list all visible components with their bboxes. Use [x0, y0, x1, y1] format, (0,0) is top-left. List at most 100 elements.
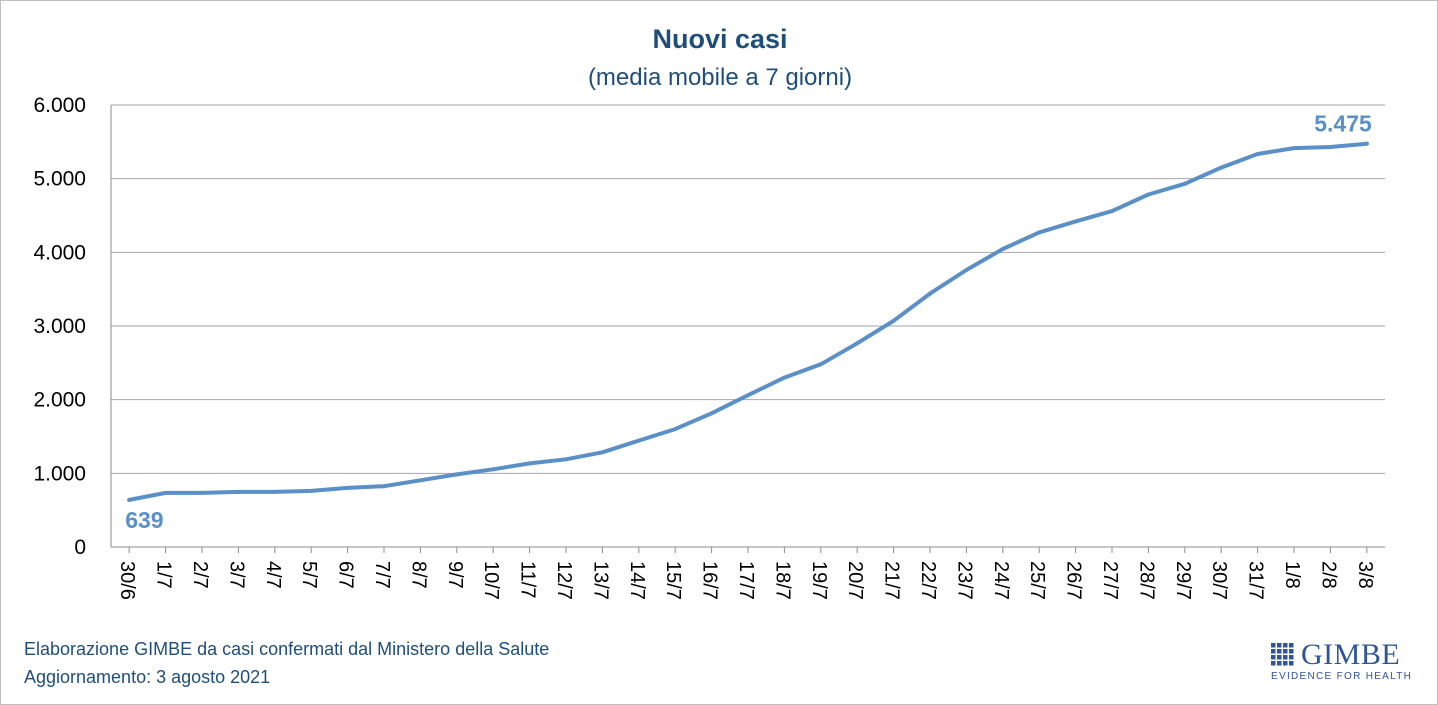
data-point: [1000, 247, 1005, 252]
x-tick-label: 27/7: [1099, 561, 1121, 600]
logo-grid-icon: [1271, 643, 1294, 666]
data-point: [345, 485, 350, 490]
data-point: [382, 484, 386, 489]
logo-grid-cell: [1283, 649, 1288, 654]
y-tick-label: 6.000: [33, 94, 86, 117]
x-tick-label: 31/7: [1245, 561, 1267, 600]
data-point: [564, 457, 568, 462]
x-tick-label: 24/7: [990, 561, 1012, 600]
logo-grid-cell: [1277, 643, 1282, 648]
data-point: [1292, 146, 1296, 151]
x-tick-label: 22/7: [917, 561, 939, 600]
x-tick-label: 9/7: [444, 561, 466, 589]
x-tick-label: 14/7: [626, 561, 648, 600]
series: [127, 141, 1369, 502]
annotations: 639 5.475: [125, 111, 1372, 533]
y-tick-label: 4.000: [33, 241, 86, 264]
x-tick-label: 28/7: [1135, 561, 1157, 600]
x-tick-label: 16/7: [699, 561, 721, 600]
x-tick-label: 29/7: [1172, 561, 1194, 600]
data-point: [418, 478, 423, 483]
x-tick-label: 18/7: [771, 561, 793, 600]
x-tick-label: 1/7: [153, 561, 175, 589]
data-point: [1255, 151, 1260, 156]
data-point: [709, 411, 714, 416]
data-point: [964, 268, 969, 273]
y-tick-label: 1.000: [33, 462, 86, 485]
logo-grid-cell: [1271, 649, 1276, 654]
footer-source: Elaborazione GIMBE da casi confermati da…: [24, 639, 550, 659]
data-point: [163, 490, 168, 495]
y-tick-label: 0: [74, 536, 86, 559]
x-tick-label: 3/7: [225, 561, 247, 589]
data-point: [236, 489, 241, 494]
x-tick-label: 8/7: [407, 561, 429, 589]
x-tick-label: 15/7: [662, 561, 684, 600]
series-line: [127, 141, 1369, 502]
x-tick-label: 12/7: [553, 561, 575, 600]
logo-grid-cell: [1283, 661, 1288, 666]
x-tick-label: 6/7: [335, 561, 357, 589]
data-point: [454, 472, 459, 477]
x-tick-label: 19/7: [808, 561, 830, 600]
data-point: [491, 467, 496, 472]
x-tick-label: 11/7: [517, 561, 539, 598]
logo-grid-cell: [1283, 655, 1288, 660]
logo-grid-cell: [1289, 649, 1294, 654]
data-point: [527, 461, 532, 466]
y-axis-ticks: 0 1.000 2.000 3.000 4.000 5.000 6.000: [33, 94, 86, 559]
chart-title: Nuovi casi: [652, 24, 787, 54]
data-point: [1219, 165, 1224, 170]
logo-grid-cell: [1289, 661, 1294, 666]
logo-wordmark: GIMBE: [1301, 638, 1401, 671]
logo-grid-cell: [1277, 649, 1282, 654]
data-label: 5.475: [1314, 111, 1372, 137]
data-point: [746, 393, 750, 398]
x-tick-label: 20/7: [844, 561, 866, 600]
logo-grid-cell: [1283, 643, 1288, 648]
x-tick-label: 1/8: [1281, 561, 1303, 589]
x-tick-label: 21/7: [881, 561, 903, 600]
logo-grid-cell: [1271, 655, 1276, 660]
data-point: [782, 375, 787, 380]
logo-grid-cell: [1277, 655, 1282, 660]
y-tick-label: 2.000: [33, 389, 86, 412]
logo-grid-cell: [1271, 643, 1276, 648]
x-tick-label: 23/7: [953, 561, 975, 600]
data-point: [928, 291, 932, 296]
data-point: [1182, 181, 1187, 186]
x-tick-label: 4/7: [262, 561, 284, 589]
data-point: [1328, 144, 1333, 149]
logo-grid-cell: [1289, 643, 1294, 648]
data-point: [818, 362, 823, 367]
data-point: [891, 318, 896, 323]
x-tick-label: 13/7: [589, 561, 611, 600]
y-tick-label: 5.000: [33, 168, 86, 191]
x-tick-label: 2/7: [189, 561, 211, 589]
gridlines: [110, 104, 1385, 548]
logo-grid-cell: [1277, 661, 1282, 666]
data-point: [636, 438, 641, 443]
x-tick-label: 26/7: [1063, 561, 1085, 600]
x-tick-label: 10/7: [480, 561, 502, 600]
data-point: [600, 450, 605, 455]
logo-grid-cell: [1271, 661, 1276, 666]
x-tick-label: 5/7: [298, 561, 320, 589]
data-point: [272, 489, 277, 494]
data-point: [1110, 209, 1114, 214]
data-point: [200, 490, 204, 495]
logo-tagline: EVIDENCE FOR HEALTH: [1271, 671, 1413, 682]
x-tick-label: 30/6: [116, 561, 138, 600]
x-tick-label: 2/8: [1317, 561, 1339, 589]
y-tick-label: 3.000: [33, 315, 86, 338]
gimbe-logo: GIMBE EVIDENCE FOR HEALTH: [1269, 638, 1413, 686]
data-point: [309, 488, 314, 493]
data-point: [1146, 192, 1151, 197]
footer-updated: Aggiornamento: 3 agosto 2021: [24, 667, 271, 687]
x-tick-label: 25/7: [1026, 561, 1048, 600]
data-point: [127, 497, 132, 502]
x-axis-ticks: 30/6 1/7 2/7 3/7 4/7 5/7 6/7 7/7 8/7 9/7 10/7 11/7 1…: [116, 547, 1376, 600]
data-point: [1037, 230, 1042, 235]
